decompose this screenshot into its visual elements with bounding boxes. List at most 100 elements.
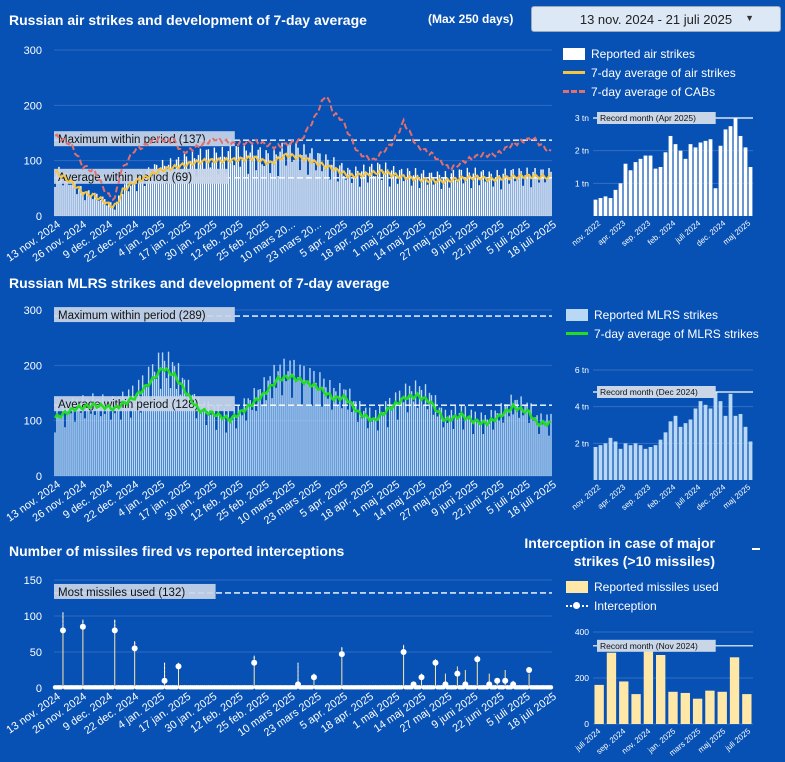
air-strike-bar bbox=[257, 149, 259, 216]
inset-bar bbox=[643, 448, 648, 480]
air-strike-bar bbox=[482, 169, 484, 216]
mlrs-strike-bar bbox=[56, 406, 58, 476]
air-strike-bar bbox=[538, 182, 540, 216]
air-strike-bar bbox=[317, 153, 319, 216]
air-strike-bar bbox=[163, 165, 166, 216]
mlrs-strike-bar bbox=[82, 395, 84, 476]
mlrs-strike-bar bbox=[398, 390, 401, 476]
air-strike-bar bbox=[319, 153, 321, 216]
caret-down-icon: ▼ bbox=[745, 13, 754, 23]
air-strike-bar bbox=[106, 205, 108, 216]
air-strike-bar bbox=[181, 169, 184, 216]
mlrs-strike-bar bbox=[287, 371, 289, 476]
mlrs-strike-bar bbox=[476, 419, 478, 476]
mlrs-strike-bar bbox=[153, 371, 156, 476]
inset-bar bbox=[603, 196, 608, 216]
mlrs-strike-bar bbox=[163, 360, 166, 476]
mlrs-strike-bar bbox=[470, 409, 473, 476]
mlrs-strike-bar bbox=[351, 412, 353, 476]
air-strike-bar bbox=[102, 196, 104, 216]
legend-item-missiles-used: Reported missiles used bbox=[566, 577, 719, 596]
mlrs-strike-bar bbox=[506, 404, 508, 476]
air-strike-bar bbox=[173, 177, 176, 216]
air-strike-bar bbox=[357, 170, 359, 216]
air-strike-bar bbox=[197, 154, 200, 216]
mlrs-strike-bar bbox=[90, 413, 92, 476]
mlrs-strike-bar bbox=[317, 389, 319, 476]
mlrs-strike-bar bbox=[245, 420, 247, 476]
mlrs-strike-bar bbox=[209, 414, 212, 476]
air-strike-bar bbox=[133, 178, 136, 216]
interception-dot bbox=[454, 670, 461, 677]
mlrs-strike-bar bbox=[195, 418, 198, 476]
air-strike-bar bbox=[458, 169, 461, 216]
mlrs-strike-bar bbox=[108, 399, 110, 476]
air-strike-bar bbox=[452, 169, 455, 216]
air-strike-bar bbox=[165, 183, 168, 216]
interception-dot bbox=[494, 677, 501, 684]
inset-bar bbox=[653, 168, 658, 216]
reference-label: Average within period (69) bbox=[58, 172, 192, 184]
mlrs-strike-bar bbox=[305, 381, 307, 476]
air-strike-bar bbox=[430, 172, 433, 216]
air-strike-bar bbox=[329, 179, 331, 216]
date-range-dropdown[interactable]: 13 nov. 2024 - 21 juli 2025 ▼ bbox=[531, 6, 781, 32]
missile-chart-title: Number of missiles fired vs reported int… bbox=[9, 543, 345, 559]
mlrs-strike-bar bbox=[458, 413, 461, 476]
mlrs-strike-bar bbox=[438, 407, 441, 476]
inset-bar bbox=[729, 657, 740, 724]
mlrs-strike-bar bbox=[199, 413, 202, 476]
mlrs-strike-bar bbox=[237, 405, 239, 476]
inset-x-tick: maj 2025 bbox=[696, 726, 727, 754]
mlrs-strike-bar bbox=[494, 410, 496, 476]
mlrs-strike-bar bbox=[490, 409, 492, 476]
legend-label: Reported missiles used bbox=[594, 579, 719, 594]
air-strike-bar bbox=[139, 171, 142, 216]
inset-bar bbox=[656, 655, 666, 724]
air-strike-bar bbox=[126, 182, 128, 216]
air-strike-bar bbox=[476, 175, 478, 216]
inset-bar bbox=[693, 408, 698, 480]
mlrs-strike-bar bbox=[375, 410, 377, 476]
mlrs-strike-bar bbox=[400, 397, 403, 476]
interception-dot bbox=[111, 627, 118, 634]
mlrs-strike-bar bbox=[534, 417, 536, 476]
mlrs-strike-bar bbox=[452, 428, 455, 476]
air-strike-bar bbox=[534, 167, 536, 216]
mlrs-strike-bar bbox=[219, 416, 222, 476]
legend-swatch-air-average bbox=[563, 71, 585, 74]
mlrs-strike-bar bbox=[112, 396, 114, 476]
inset-bar bbox=[668, 691, 678, 724]
y-tick-label: 0 bbox=[36, 471, 42, 483]
interception-dot bbox=[174, 685, 179, 690]
mlrs-strike-bar bbox=[275, 387, 277, 476]
collapse-icon[interactable] bbox=[752, 548, 760, 550]
interception-dot bbox=[58, 685, 64, 690]
air-strike-bar bbox=[104, 199, 106, 216]
air-strike-bar bbox=[478, 185, 480, 216]
air-strike-bar bbox=[524, 175, 526, 216]
mlrs-strike-bar bbox=[243, 398, 245, 476]
mlrs-strike-bar bbox=[369, 407, 371, 476]
air-strike-bar bbox=[255, 170, 257, 216]
mlrs-strike-bar bbox=[520, 396, 522, 476]
mlrs-strike-bar bbox=[450, 409, 453, 476]
mlrs-strike-bar bbox=[88, 400, 90, 476]
air-strike-bar bbox=[84, 200, 86, 216]
mlrs-strike-bar bbox=[510, 394, 512, 476]
mlrs-strike-bar bbox=[396, 419, 399, 476]
air-strike-bar bbox=[223, 156, 226, 216]
inset-bar bbox=[648, 447, 653, 480]
inset-bar bbox=[613, 441, 618, 480]
mlrs-strike-bar bbox=[460, 404, 463, 476]
air-strike-bar bbox=[56, 171, 58, 216]
y-tick-label: 300 bbox=[24, 45, 42, 57]
mlrs-strike-bar bbox=[165, 378, 168, 476]
air-strike-bar bbox=[62, 185, 64, 216]
mlrs-strike-bar bbox=[315, 382, 317, 476]
inset-bar bbox=[728, 126, 733, 216]
interception-dot bbox=[130, 685, 135, 690]
air-strike-bar bbox=[54, 186, 56, 216]
air-legend: Reported air strikes 7-day average of ai… bbox=[563, 44, 736, 101]
air-strike-bar bbox=[540, 169, 542, 216]
